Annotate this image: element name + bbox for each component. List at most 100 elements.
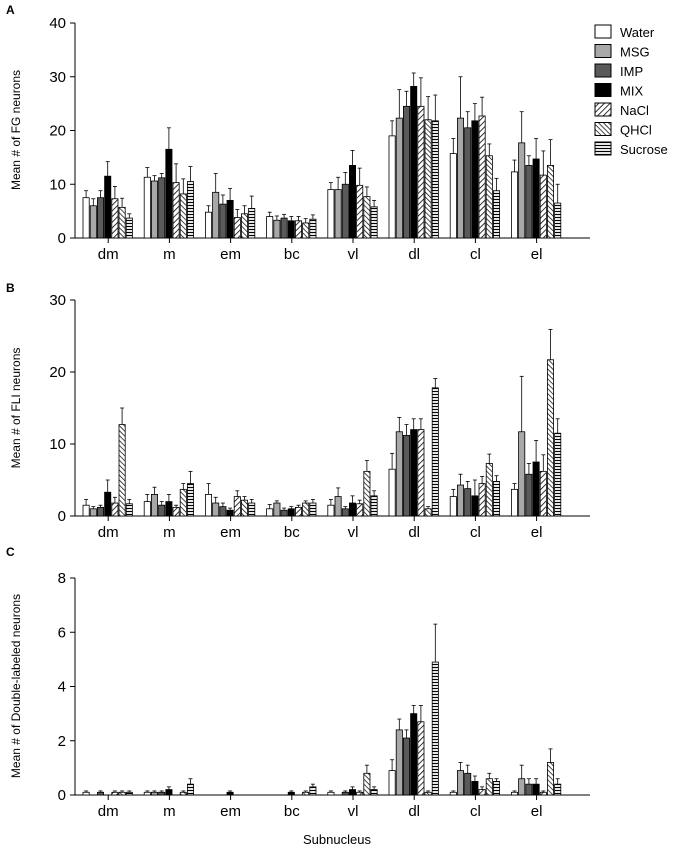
bar-nacl-el [539, 470, 547, 517]
bar-water-cl [449, 791, 457, 796]
bar-qhcl-m [179, 791, 187, 796]
bar-nacl-m [172, 506, 180, 517]
x-tick-label-cl: cl [470, 246, 481, 263]
panel-B: B 0 10 20 30 Mean # of FLI neurons dm m em bc vl dl… [6, 281, 590, 541]
x-tick-label-dm: dm [98, 246, 119, 263]
bar-qhcl-dm [118, 791, 126, 796]
bar-mix-em [226, 199, 234, 239]
bar-qhcl-bc [302, 222, 310, 239]
bar-qhcl-el [547, 165, 555, 239]
x-tick-label-em: em [220, 246, 241, 263]
bar-msg-vl [334, 496, 342, 517]
bar-sucrose-bc [309, 502, 317, 517]
bar-sucrose-cl [492, 190, 500, 239]
legend-swatch [594, 44, 612, 58]
y-axis-label: Mean # of Double-labeled neurons [9, 594, 23, 778]
x-tick-label-dm: dm [98, 524, 119, 541]
bar-nacl-bc [294, 506, 302, 517]
bar-water-vl [327, 189, 335, 239]
x-tick-label-el: el [531, 524, 543, 541]
bar-qhcl-cl [485, 155, 493, 239]
bar-water-em [204, 493, 212, 517]
bar-qhcl-em [240, 499, 248, 517]
bar-water-em [204, 211, 212, 239]
bar-qhcl-el [547, 359, 555, 517]
legend-swatch [594, 83, 612, 97]
y-tick-label: 40 [49, 15, 66, 32]
bar-mix-em [226, 791, 234, 796]
legend-label: MSG [620, 45, 650, 60]
legend-label: QHCl [620, 123, 652, 138]
x-tick-label-vl: vl [348, 803, 359, 820]
bar-imp-m [158, 791, 166, 796]
bar-sucrose-vl [370, 789, 378, 796]
bar-imp-m [158, 177, 166, 239]
x-tick-label-el: el [531, 803, 543, 820]
y-tick-label: 30 [49, 69, 66, 86]
bar-sucrose-el [554, 432, 562, 517]
legend-item-imp: IMP [594, 63, 643, 79]
x-tick-label-cl: cl [470, 803, 481, 820]
y-tick-label: 6 [58, 624, 66, 641]
bar-water-dm [82, 197, 90, 239]
bar-sucrose-dl [431, 120, 439, 239]
y-tick-label: 10 [49, 176, 66, 193]
bar-qhcl-dl [424, 791, 432, 796]
bar-nacl-vl [356, 184, 364, 239]
bar-msg-el [518, 778, 526, 796]
bar-mix-dl [410, 713, 418, 796]
bar-sucrose-cl [492, 781, 500, 796]
panel-label: C [6, 545, 15, 559]
bar-nacl-el [539, 791, 547, 796]
bar-nacl-dm [111, 198, 119, 239]
bar-water-bc [266, 216, 274, 239]
bar-imp-dm [97, 791, 105, 796]
bar-nacl-dm [111, 502, 119, 517]
bar-sucrose-dm [125, 217, 133, 239]
bar-sucrose-dm [125, 503, 133, 517]
bar-water-m [143, 501, 151, 517]
bar-mix-dm [104, 175, 112, 239]
bar-msg-em [212, 191, 220, 239]
x-tick-label-em: em [220, 803, 241, 820]
bar-imp-vl [341, 791, 349, 796]
bar-imp-em [219, 203, 227, 239]
bar-nacl-dl [417, 429, 425, 517]
bar-msg-el [518, 431, 526, 517]
bar-imp-vl [341, 508, 349, 517]
bar-imp-dl [402, 737, 410, 796]
bar-mix-el [532, 783, 540, 796]
y-tick-label: 0 [58, 787, 66, 804]
bar-qhcl-vl [363, 772, 371, 796]
bar-mix-vl [348, 789, 356, 796]
bar-nacl-dl [417, 105, 425, 239]
bar-sucrose-m [186, 783, 194, 796]
bar-msg-bc [273, 219, 281, 239]
bar-water-dl [388, 135, 396, 239]
y-tick-label: 0 [58, 508, 66, 525]
legend-label: Sucrose [620, 142, 668, 157]
bar-sucrose-vl [370, 206, 378, 239]
bar-msg-cl [456, 770, 464, 796]
bar-nacl-bc [294, 220, 302, 239]
bar-sucrose-dl [431, 661, 439, 796]
bar-qhcl-dl [424, 119, 432, 239]
bar-sucrose-vl [370, 495, 378, 517]
legend-swatch [594, 141, 612, 156]
bar-imp-el [525, 165, 533, 239]
bar-sucrose-dm [125, 791, 133, 796]
y-tick-label: 10 [49, 436, 66, 453]
bar-mix-dl [410, 429, 418, 517]
bar-mix-dm [104, 491, 112, 517]
bar-water-dm [82, 791, 90, 796]
bar-nacl-m [172, 182, 180, 239]
bar-qhcl-dm [118, 206, 126, 239]
legend-item-nacl: NaCl [594, 102, 649, 118]
bar-mix-em [226, 509, 234, 517]
bar-imp-m [158, 504, 166, 517]
legend-label: Water [620, 25, 655, 40]
panel-A: A 0 10 20 30 40 Mean # of FG neurons dm m em bc vl d… [6, 3, 590, 263]
bar-qhcl-m [179, 488, 187, 517]
bar-mix-vl [348, 165, 356, 239]
legend-swatch [594, 122, 612, 136]
